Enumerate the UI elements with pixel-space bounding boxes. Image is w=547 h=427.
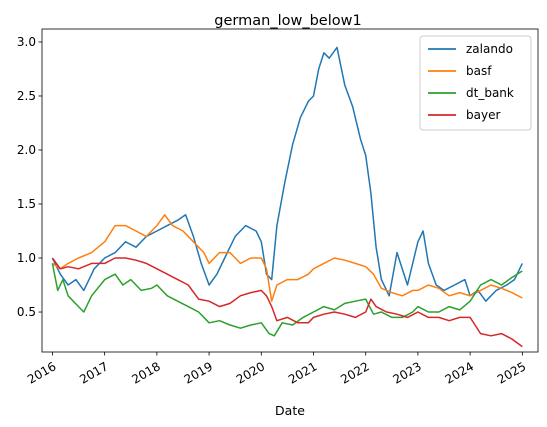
legend-label-bayer: bayer xyxy=(466,108,500,122)
y-tick-label: 2.0 xyxy=(17,143,36,157)
chart-title: german_low_below1 xyxy=(214,13,361,29)
y-axis: 0.5 1.0 1.5 2.0 2.5 3.0 xyxy=(17,35,42,319)
y-tick-label: 1.0 xyxy=(17,251,36,265)
series-line-bayer xyxy=(51,257,523,348)
y-tick-label: 0.5 xyxy=(17,305,36,319)
series-line-dt_bank xyxy=(51,263,523,337)
legend-label-zalando: zalando xyxy=(466,42,513,56)
series-line-basf xyxy=(51,214,523,302)
plot-lines xyxy=(51,46,523,348)
plot-frame xyxy=(41,28,539,353)
x-axis-label: Date xyxy=(275,403,305,418)
y-tick-label: 1.5 xyxy=(17,197,36,211)
y-tick-label: 2.5 xyxy=(17,89,36,103)
legend-label-dt_bank: dt_bank xyxy=(466,86,514,100)
legend-box xyxy=(419,35,532,131)
legend-label-basf: basf xyxy=(466,64,492,78)
y-tick-label: 3.0 xyxy=(17,35,36,49)
